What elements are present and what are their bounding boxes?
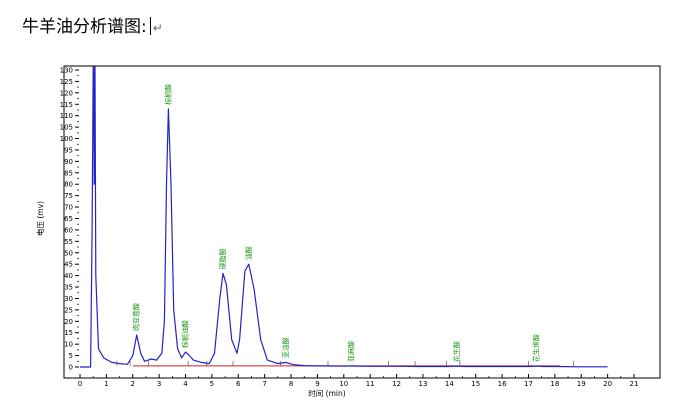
chromatogram-trace: [80, 66, 608, 368]
y-axis-title: 电压 (mv): [35, 201, 45, 236]
peak-label: 油酸: [244, 246, 253, 260]
x-tick-label: 5: [210, 380, 214, 388]
y-tick-label: 70: [64, 204, 73, 212]
y-tick-label: 50: [64, 249, 73, 257]
y-tick-label: 30: [64, 295, 73, 303]
y-tick-label: 20: [64, 318, 73, 326]
y-tick-label: 95: [64, 146, 73, 154]
peak-label: 棕榈酸: [163, 84, 172, 105]
x-tick-label: 6: [236, 380, 241, 388]
y-tick-label: 80: [64, 181, 73, 189]
y-tick-label: 40: [64, 272, 73, 280]
x-tick-label: 12: [392, 380, 401, 388]
x-tick-label: 11: [366, 380, 375, 388]
y-tick-label: 105: [60, 124, 73, 132]
x-tick-label: 19: [577, 380, 586, 388]
y-tick-label: 100: [60, 135, 73, 143]
x-tick-label: 17: [524, 380, 533, 388]
x-tick-label: 14: [445, 380, 454, 388]
peak-label: 花生烯酸: [531, 334, 540, 362]
plot-frame: [63, 65, 661, 379]
y-tick-label: 15: [64, 329, 73, 337]
x-tick-label: 20: [603, 380, 612, 388]
peak-label: 花生酸: [452, 341, 461, 362]
y-tick-label: 25: [64, 306, 73, 314]
y-tick-label: 90: [64, 158, 73, 166]
paragraph-return-mark: ↵: [152, 21, 163, 35]
x-tick-label: 9: [315, 380, 319, 388]
y-tick-label: 0: [69, 364, 73, 372]
y-tick-label: 120: [60, 89, 73, 97]
heading-text: 牛羊油分析谱图:: [22, 17, 147, 37]
x-tick-label: 0: [78, 380, 82, 388]
y-tick-label: 75: [64, 192, 73, 200]
x-tick-label: 15: [471, 380, 480, 388]
x-tick-label: 3: [157, 380, 161, 388]
y-tick-label: 55: [64, 238, 73, 246]
y-tick-label: 110: [60, 112, 73, 120]
y-tick-label: 85: [64, 169, 73, 177]
document-heading: 牛羊油分析谱图: ↵: [22, 12, 163, 37]
y-tick-label: 60: [64, 226, 73, 234]
y-tick-label: 10: [64, 341, 73, 349]
x-tick-label: 4: [183, 380, 188, 388]
peak-label: 肉豆蔻酸: [132, 303, 141, 331]
peak-label: 棕榈油酸: [181, 320, 190, 348]
text-cursor: [149, 17, 151, 35]
x-tick-label: 1: [104, 380, 108, 388]
y-tick-label: 130: [60, 67, 73, 75]
x-tick-label: 18: [550, 380, 559, 388]
y-tick-label: 5: [69, 352, 73, 360]
y-tick-label: 35: [64, 284, 73, 292]
y-tick-label: 125: [60, 78, 73, 86]
x-tick-label: 8: [289, 380, 293, 388]
peak-label: 亚麻酸: [347, 341, 356, 362]
x-tick-label: 10: [339, 380, 348, 388]
x-tick-label: 13: [418, 380, 427, 388]
x-axis-title: 时间 (min): [308, 388, 345, 398]
x-tick-label: 21: [630, 380, 639, 388]
y-tick-label: 65: [64, 215, 73, 223]
y-tick-label: 115: [60, 101, 73, 109]
peak-label: 亚油酸: [281, 337, 290, 358]
x-tick-label: 16: [498, 380, 507, 388]
x-tick-label: 2: [131, 380, 135, 388]
x-tick-label: 7: [262, 380, 266, 388]
y-tick-label: 45: [64, 261, 73, 269]
peak-label: 硬脂酸: [218, 248, 227, 269]
